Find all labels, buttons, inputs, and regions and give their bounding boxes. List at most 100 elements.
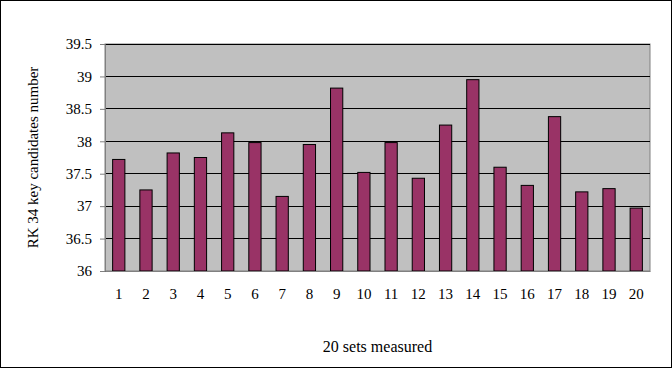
y-axis-title: RK 34 key candidates number (25, 67, 41, 249)
x-tick: 13 (438, 271, 453, 302)
x-tick-label: 10 (356, 286, 371, 302)
x-axis-title: 20 sets measured (323, 338, 432, 355)
chart-border (1, 1, 672, 368)
bar (521, 185, 533, 271)
x-tick: 10 (356, 271, 371, 302)
y-tick: 39 (77, 69, 105, 85)
y-tick-mark (100, 239, 105, 240)
y-tick-label: 36.5 (66, 231, 92, 247)
x-tick-label: 19 (602, 286, 617, 302)
x-axis-line (106, 271, 651, 272)
bar (630, 208, 642, 271)
x-tick: 17 (547, 271, 563, 302)
x-tick-label: 2 (142, 286, 150, 302)
x-tick-label: 3 (169, 286, 177, 302)
x-tick: 9 (333, 271, 341, 302)
x-tick-label: 13 (438, 286, 453, 302)
grid-line (105, 271, 650, 272)
y-tick-label: 39 (77, 69, 92, 85)
y-tick: 38 (77, 134, 105, 150)
x-tick-label: 14 (465, 286, 481, 302)
x-tick: 5 (224, 271, 232, 302)
grid-line (105, 238, 650, 239)
bar (113, 159, 125, 271)
y-tick-label: 39.5 (66, 36, 92, 52)
x-tick: 19 (602, 271, 617, 302)
x-tick: 12 (411, 271, 426, 302)
y-axis-line (100, 45, 106, 272)
x-tick: 11 (384, 271, 398, 302)
bar (249, 143, 261, 271)
y-tick: 38.5 (66, 101, 105, 117)
x-tick: 8 (306, 271, 314, 302)
y-tick-mark (100, 44, 105, 45)
y-tick: 39.5 (66, 36, 105, 52)
y-tick-mark (100, 174, 105, 175)
grid-line (105, 141, 650, 142)
x-tick-label: 9 (333, 286, 341, 302)
plot-background (105, 44, 650, 271)
bar (385, 143, 397, 271)
x-tick: 20 (629, 271, 644, 302)
x-tick-label: 11 (384, 286, 398, 302)
x-tick: 16 (520, 271, 536, 302)
bar (222, 133, 234, 271)
grid-line (105, 206, 650, 207)
x-tick-label: 7 (278, 286, 286, 302)
bar (548, 117, 560, 271)
x-tick: 6 (251, 271, 259, 302)
y-tick-label: 36 (77, 263, 93, 279)
bar (439, 125, 451, 271)
x-tick-label: 15 (493, 286, 508, 302)
x-tick-label: 20 (629, 286, 644, 302)
y-tick-mark (100, 271, 105, 272)
bar (167, 153, 179, 271)
y-tick-mark (100, 206, 105, 207)
x-tick-label: 6 (251, 286, 259, 302)
x-tick: 15 (493, 271, 508, 302)
y-tick-label: 37 (77, 198, 93, 214)
y-tick: 36 (77, 263, 105, 279)
y-tick: 37.5 (66, 166, 105, 182)
y-axis: 36 36.5 37 37.5 38 38.5 39 39.5 (66, 36, 106, 279)
grid-line (105, 108, 650, 109)
bars (113, 80, 643, 271)
x-axis: 1234567891011121314151617181920 (106, 271, 651, 302)
bar (358, 172, 370, 271)
y-tick-label: 38.5 (66, 101, 92, 117)
bar (494, 167, 506, 271)
bar (194, 158, 206, 272)
x-tick: 4 (197, 271, 205, 302)
grid-line (105, 44, 650, 45)
x-tick: 3 (169, 271, 177, 302)
y-tick: 36.5 (66, 231, 105, 247)
grid-line (105, 173, 650, 174)
y-tick-label: 37.5 (66, 166, 92, 182)
y-tick-label: 38 (77, 134, 92, 150)
bar (140, 190, 152, 271)
y-tick-mark (100, 109, 105, 110)
x-tick-label: 8 (306, 286, 314, 302)
x-tick-label: 18 (574, 286, 589, 302)
bar (331, 88, 343, 271)
y-tick-mark (100, 76, 105, 77)
chart: 3636.53737.53838.53939.51234567891011121… (0, 0, 672, 368)
x-tick: 1 (115, 271, 123, 302)
y-tick: 37 (77, 198, 105, 214)
grid (105, 44, 650, 271)
y-tick-mark (100, 141, 105, 142)
x-tick-label: 17 (547, 286, 563, 302)
bar (576, 192, 588, 271)
x-tick-label: 16 (520, 286, 536, 302)
bar (603, 189, 615, 271)
x-tick: 18 (574, 271, 589, 302)
x-tick-label: 1 (115, 286, 123, 302)
x-tick: 7 (278, 271, 286, 302)
x-tick-label: 4 (197, 286, 205, 302)
grid-line (105, 76, 650, 77)
bar (467, 80, 479, 271)
x-tick: 14 (465, 271, 481, 302)
x-tick-label: 5 (224, 286, 232, 302)
bar (303, 145, 315, 271)
bar (276, 196, 288, 271)
